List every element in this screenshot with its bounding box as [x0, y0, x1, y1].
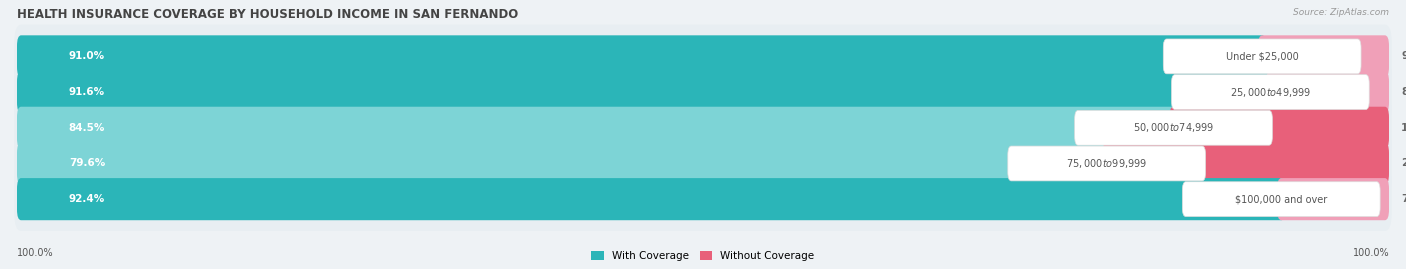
FancyBboxPatch shape: [17, 107, 1178, 149]
FancyBboxPatch shape: [1008, 146, 1205, 181]
FancyBboxPatch shape: [1170, 107, 1389, 149]
FancyBboxPatch shape: [14, 167, 1392, 231]
FancyBboxPatch shape: [1102, 142, 1389, 185]
Text: $75,000 to $99,999: $75,000 to $99,999: [1066, 157, 1147, 170]
FancyBboxPatch shape: [14, 96, 1392, 160]
Text: 91.0%: 91.0%: [69, 51, 105, 61]
Text: 84.5%: 84.5%: [69, 123, 105, 133]
FancyBboxPatch shape: [14, 25, 1392, 88]
Text: $100,000 and over: $100,000 and over: [1234, 194, 1327, 204]
Text: 100.0%: 100.0%: [1353, 248, 1389, 258]
FancyBboxPatch shape: [1163, 39, 1361, 74]
FancyBboxPatch shape: [1277, 178, 1389, 220]
FancyBboxPatch shape: [17, 35, 1267, 77]
Text: 15.5%: 15.5%: [1402, 123, 1406, 133]
Text: 91.6%: 91.6%: [69, 87, 105, 97]
Text: 79.6%: 79.6%: [69, 158, 105, 168]
Legend: With Coverage, Without Coverage: With Coverage, Without Coverage: [592, 251, 814, 261]
Text: Under $25,000: Under $25,000: [1226, 51, 1299, 61]
Text: 8.4%: 8.4%: [1402, 87, 1406, 97]
Text: Source: ZipAtlas.com: Source: ZipAtlas.com: [1294, 8, 1389, 17]
FancyBboxPatch shape: [17, 142, 1111, 185]
Text: 100.0%: 100.0%: [17, 248, 53, 258]
Text: $50,000 to $74,999: $50,000 to $74,999: [1133, 121, 1215, 134]
Text: HEALTH INSURANCE COVERAGE BY HOUSEHOLD INCOME IN SAN FERNANDO: HEALTH INSURANCE COVERAGE BY HOUSEHOLD I…: [17, 8, 519, 21]
FancyBboxPatch shape: [14, 132, 1392, 195]
FancyBboxPatch shape: [1182, 182, 1381, 217]
FancyBboxPatch shape: [1074, 110, 1272, 145]
FancyBboxPatch shape: [14, 60, 1392, 124]
Text: $25,000 to $49,999: $25,000 to $49,999: [1230, 86, 1310, 98]
Text: 9.0%: 9.0%: [1402, 51, 1406, 61]
FancyBboxPatch shape: [17, 178, 1285, 220]
Text: 20.4%: 20.4%: [1402, 158, 1406, 168]
Text: 7.6%: 7.6%: [1402, 194, 1406, 204]
Text: 92.4%: 92.4%: [69, 194, 105, 204]
FancyBboxPatch shape: [17, 71, 1274, 113]
FancyBboxPatch shape: [1267, 71, 1389, 113]
FancyBboxPatch shape: [1258, 35, 1389, 77]
FancyBboxPatch shape: [1171, 75, 1369, 109]
